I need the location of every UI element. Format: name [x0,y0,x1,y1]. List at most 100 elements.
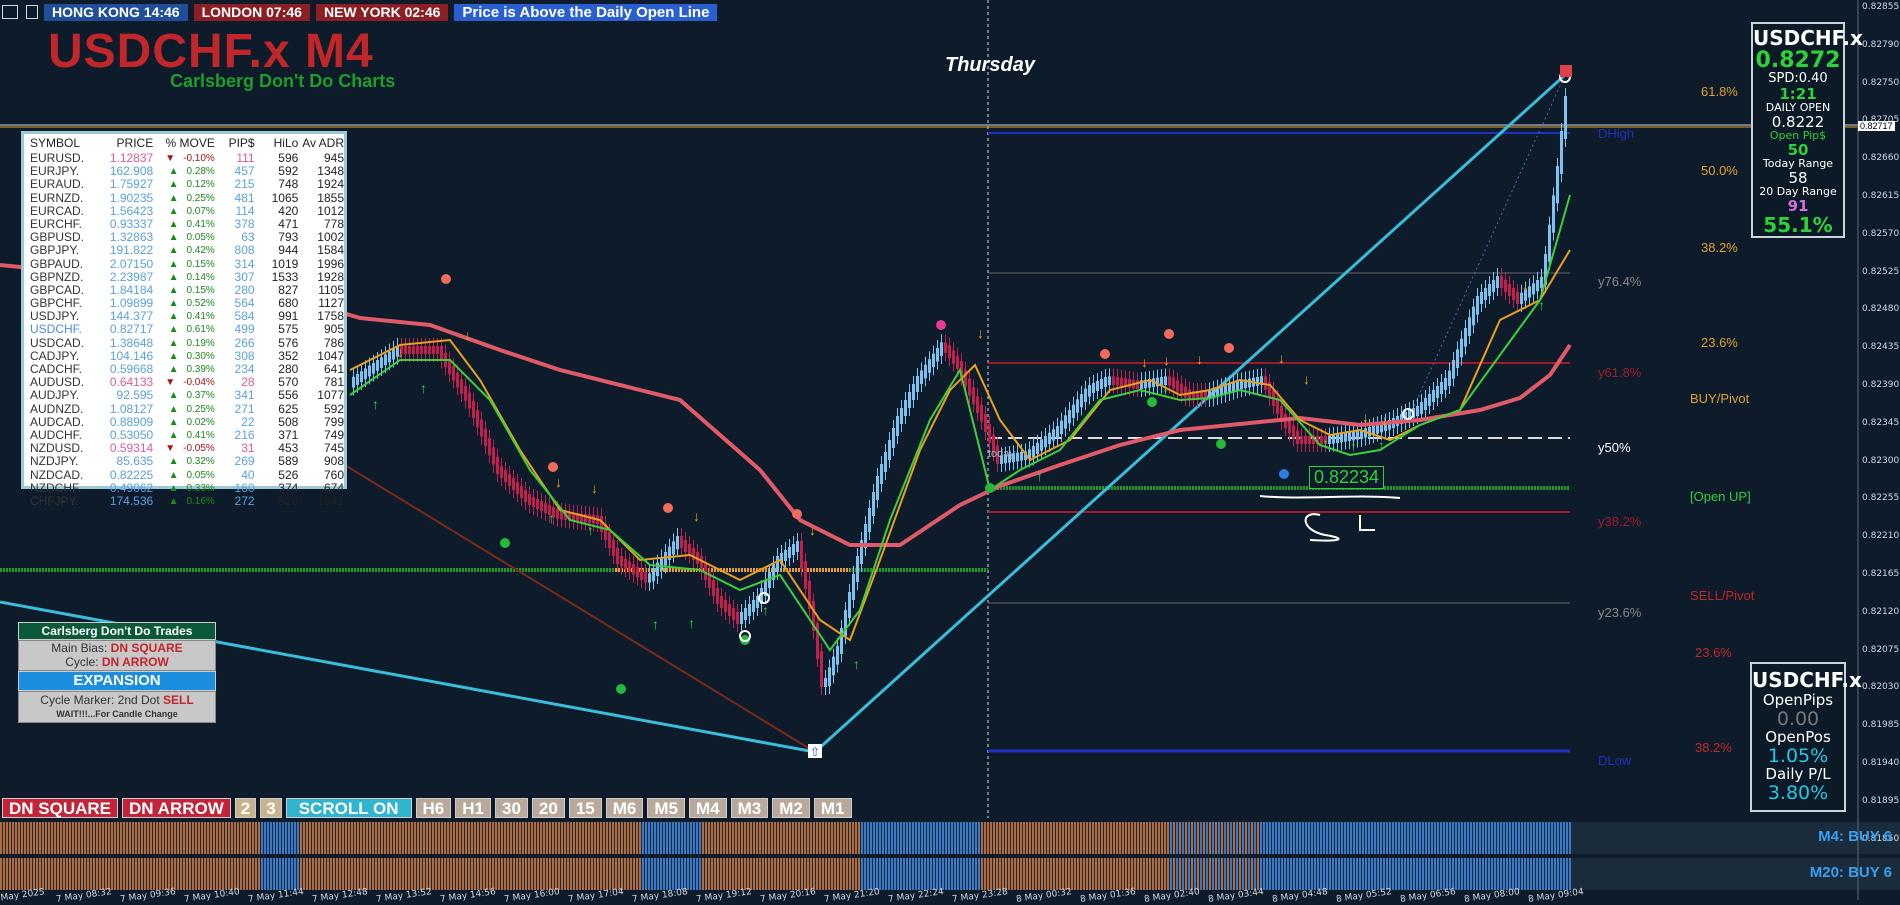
candle-body [1432,390,1435,402]
symbol-row[interactable]: USDCAD. 1.38648 ▲ 0.19% 266 576 786 [24,336,344,350]
chart-icon[interactable] [26,5,38,19]
tf-15-button[interactable]: 15 [568,798,602,818]
expansion-badge: EXPANSION [18,671,216,691]
symbol-row[interactable]: CADCHF. 0.59668 ▲ 0.39% 234 280 641 [24,362,344,376]
tf-m2-button[interactable]: M2 [772,798,810,818]
symbol-row[interactable]: USDCHF. 0.82717 ▲ 0.61% 499 575 905 [24,323,344,336]
up-arrow-box [808,744,822,758]
m20-stripe [1455,858,1457,890]
m20-stripe [1485,858,1487,890]
m4-stripe [1278,822,1280,854]
symbol-row[interactable]: USDJPY. 144.377 ▲ 0.41% 584 991 1758 [24,310,344,323]
candle-body [524,490,527,502]
m20-stripe [714,858,716,890]
symbol-row[interactable]: EURCAD. 1.56423 ▲ 0.07% 114 420 1012 [24,204,344,218]
m4-stripe [606,822,608,854]
cell-move: ▲ 0.15% [153,258,215,271]
m4-stripe [1299,822,1301,854]
symbol-row[interactable]: CHFJPY. 174.536 ▲ 0.16% 272 526 1841 [24,494,344,508]
symbol-row[interactable]: AUDUSD. 0.64133 ▼ -0.04% 28 570 781 [24,375,344,389]
tf-h1-button[interactable]: H1 [455,798,491,818]
tf-30-button[interactable]: 30 [494,798,528,818]
candle-body [632,564,635,575]
cell-hilo: 680 [278,296,299,311]
dn-arrow-button[interactable]: DN ARROW [122,798,231,818]
m4-stripe [939,822,941,854]
m20-stripe [849,858,851,890]
candle-body [376,360,379,371]
m20-stripe [441,858,443,890]
symbol-row[interactable]: GBPCHF. 1.09899 ▲ 0.52% 564 680 1127 [24,296,344,311]
dn-square-button[interactable]: DN SQUARE [2,798,119,818]
symbol-row[interactable]: GBPUSD. 1.32863 ▲ 0.05% 63 793 1002 [24,230,344,244]
symbol-row[interactable]: GBPNZD. 2.23987 ▲ 0.14% 307 1533 1928 [24,270,344,284]
cell-hilo: 827 [278,282,299,297]
tf-m5-button[interactable]: M5 [647,798,685,818]
symbol-row[interactable]: EURCHF. 0.93337 ▲ 0.41% 378 471 778 [24,217,344,231]
symbol-row[interactable]: EURAUD. 1.75927 ▲ 0.12% 215 748 1924 [24,178,344,191]
symbol-row[interactable]: CADJPY. 104.146 ▲ 0.30% 308 352 1047 [24,349,344,363]
tf-20-button[interactable]: 20 [531,798,565,818]
button-2[interactable]: 2 [234,798,257,818]
symbol-row[interactable]: AUDNZD. 1.08127 ▲ 0.25% 271 625 592 [24,402,344,416]
symbol-row[interactable]: NZDCHF. 0.49062 ▲ 0.33% 160 374 674 [24,481,344,495]
symbol-row[interactable]: EURJPY. 162.908 ▲ 0.28% 457 592 1348 [24,164,344,178]
symbol-row[interactable]: EURNZD. 1.90235 ▲ 0.25% 481 1065 1855 [24,191,344,205]
scroll-on-button[interactable]: SCROLL ON [285,798,412,818]
m20-stripe [258,858,260,890]
m4-stripe [480,822,482,854]
button-3[interactable]: 3 [260,798,282,818]
cell-move-value: 0.37% [186,390,215,402]
symbol-row[interactable]: AUDCAD. 0.88909 ▲ 0.02% 22 508 799 [24,415,344,429]
up-arrow-icon: ▲ [168,245,179,257]
symbol-row[interactable]: NZDUSD. 0.59314 ▼ -0.05% 31 453 745 [24,441,344,455]
m20-stripe [1098,858,1100,890]
tf-h6-button[interactable]: H6 [415,798,452,818]
m20-stripe [471,858,473,890]
candle-body [1308,436,1311,444]
m20-stripe [477,858,479,890]
m20-stripe [1398,858,1400,890]
bias-value: DN SQUARE [110,641,183,655]
symbol-row[interactable]: NZDCAD. 0.82225 ▲ 0.05% 40 526 760 [24,468,344,482]
m20-stripe [513,858,515,890]
tf-m6-button[interactable]: M6 [605,798,644,818]
m4-stripe [1491,822,1493,854]
m4-stripe [693,822,695,854]
neg-382-label: 38.2% [1695,740,1732,755]
candle-body [468,392,471,409]
m20-stripe [0,858,2,890]
candle-body [672,541,675,555]
symbol-row[interactable]: AUDJPY. 92.595 ▲ 0.37% 341 556 1077 [24,389,344,402]
m4-stripe [216,822,218,854]
tf-m1-button[interactable]: M1 [813,798,852,818]
candle-body [1532,283,1535,295]
symbol-row[interactable]: GBPAUD. 2.07150 ▲ 0.15% 314 1019 1996 [24,257,344,271]
m20-stripe [486,858,488,890]
m4-stripe [1038,822,1040,854]
m4-stripe [207,822,209,854]
cell-move-value: 0.33% [186,482,215,494]
m20-stripe [918,858,920,890]
symbol-row[interactable]: GBPJPY. 191.822 ▲ 0.42% 808 944 1584 [24,244,344,257]
symbol-row[interactable]: GBPCAD. 1.84184 ▲ 0.15% 280 827 1105 [24,282,344,297]
tf-m3-button[interactable]: M3 [730,798,769,818]
m20-stripe [93,858,95,890]
symbol-row[interactable]: EURUSD. 1.12837 ▼ -0.10% 111 596 945 [24,151,344,165]
m20-stripe [1284,858,1286,890]
tf-m4-button[interactable]: M4 [689,798,727,818]
marker-value: SELL [163,693,194,707]
symbol-row[interactable]: NZDJPY. 85.635 ▲ 0.32% 269 589 908 [24,455,344,468]
m20-stripe [600,858,602,890]
symbol-row[interactable]: AUDCHF. 0.53050 ▲ 0.41% 216 371 749 [24,428,344,442]
menu-icon[interactable] [2,5,18,19]
candle-body [584,514,587,523]
m4-stripe [849,822,851,854]
cell-move-value: -0.05% [183,443,215,455]
cell-symbol: GBPCAD. [30,282,85,297]
cell-move-value: 0.16% [186,495,215,507]
candle-body [804,561,807,589]
m20-stripe [546,858,548,890]
candle-body [980,405,983,422]
